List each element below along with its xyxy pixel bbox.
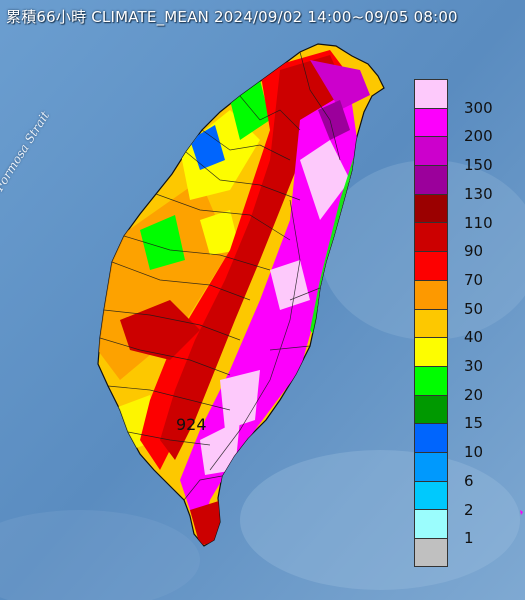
legend-swatch bbox=[414, 79, 448, 108]
legend-swatch bbox=[414, 165, 448, 194]
legend-swatch bbox=[414, 193, 448, 223]
legend-swatch bbox=[414, 394, 448, 424]
legend-swatch bbox=[414, 337, 448, 366]
legend-level-label: 40 bbox=[464, 328, 484, 347]
legend-level-label: 70 bbox=[464, 270, 484, 289]
legend-swatch bbox=[414, 509, 448, 538]
legend-level-label: 20 bbox=[464, 385, 484, 404]
max-rainfall-value: 924 bbox=[176, 415, 207, 434]
legend-swatch bbox=[414, 279, 448, 309]
legend-level-label: 10 bbox=[464, 443, 484, 462]
legend-level-label: 150 bbox=[464, 156, 493, 175]
legend-swatch bbox=[414, 423, 448, 452]
legend-swatch bbox=[414, 222, 448, 252]
legend-swatch bbox=[414, 365, 448, 395]
legend-level-label: 110 bbox=[464, 213, 493, 232]
legend-level-label: 300 bbox=[464, 98, 493, 117]
legend-swatch bbox=[414, 451, 448, 481]
legend-level-label: 2 bbox=[464, 500, 474, 519]
legend-level-label: 200 bbox=[464, 127, 493, 146]
legend-swatch bbox=[414, 308, 448, 338]
legend-level-label: 15 bbox=[464, 414, 484, 433]
legend-level-label: 6 bbox=[464, 471, 474, 490]
legend-swatch bbox=[414, 480, 448, 510]
map-title: 累積66小時 CLIMATE_MEAN 2024/09/02 14:00~09/… bbox=[6, 8, 458, 26]
legend-level-label: 30 bbox=[464, 357, 484, 375]
legend-level-label: 1 bbox=[464, 529, 474, 548]
boundary-lines bbox=[99, 51, 341, 501]
legend-swatch bbox=[414, 107, 448, 137]
legend-swatch bbox=[414, 538, 448, 567]
legend-level-label: 130 bbox=[464, 184, 493, 203]
rainfall-legend-colorbar bbox=[414, 79, 448, 567]
legend-swatch bbox=[414, 136, 448, 166]
legend-level-label: 50 bbox=[464, 299, 484, 318]
legend-swatch bbox=[414, 251, 448, 280]
legend-level-label: 90 bbox=[464, 242, 484, 261]
